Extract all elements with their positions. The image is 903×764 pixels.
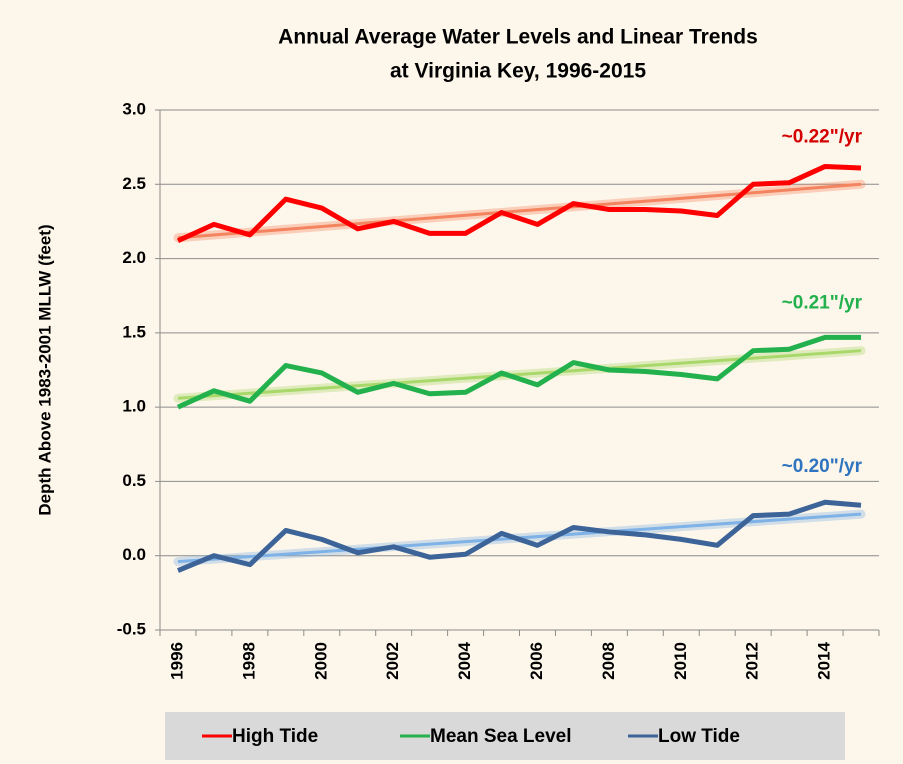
data-line bbox=[176, 334, 862, 410]
y-tick-label: 0.5 bbox=[122, 471, 146, 490]
y-tick-label: 1.0 bbox=[122, 397, 146, 416]
y-tick-label: 3.0 bbox=[122, 99, 146, 118]
y-tick-label: 0.0 bbox=[122, 545, 146, 564]
x-tick-label: 1998 bbox=[239, 642, 258, 680]
x-tick-label: 2014 bbox=[815, 641, 834, 679]
x-tick-label: 2008 bbox=[599, 642, 618, 680]
trend-line bbox=[177, 349, 862, 400]
x-tick-label: 2006 bbox=[527, 642, 546, 680]
x-tick-label: 2000 bbox=[311, 642, 330, 680]
data-line bbox=[176, 163, 862, 244]
trend-annotation: ~0.20"/yr bbox=[782, 456, 863, 477]
trend-line bbox=[177, 182, 862, 240]
legend-label: High Tide bbox=[232, 726, 318, 747]
x-tick-label: 2002 bbox=[383, 642, 402, 680]
legend-label: Mean Sea Level bbox=[430, 726, 572, 747]
legend-box bbox=[165, 712, 845, 760]
trend-annotation: ~0.22"/yr bbox=[782, 126, 863, 147]
x-tick-label: 2004 bbox=[455, 641, 474, 679]
y-tick-label: 1.5 bbox=[122, 322, 146, 341]
y-axis-label: Depth Above 1983-2001 MLLW (feet) bbox=[35, 224, 54, 515]
y-tick-label: -0.5 bbox=[117, 619, 146, 638]
chart-title: at Virginia Key, 1996-2015 bbox=[390, 60, 646, 83]
data-line bbox=[177, 499, 862, 573]
trend-annotation: ~0.21"/yr bbox=[782, 293, 863, 314]
x-tick-label: 2012 bbox=[743, 642, 762, 680]
y-tick-label: 2.5 bbox=[122, 174, 146, 193]
x-tick-label: 1996 bbox=[167, 642, 186, 680]
chart-title: Annual Average Water Levels and Linear T… bbox=[278, 26, 758, 49]
x-tick-label: 2010 bbox=[671, 642, 690, 680]
legend-label: Low Tide bbox=[658, 726, 740, 747]
y-tick-label: 2.0 bbox=[122, 248, 146, 267]
